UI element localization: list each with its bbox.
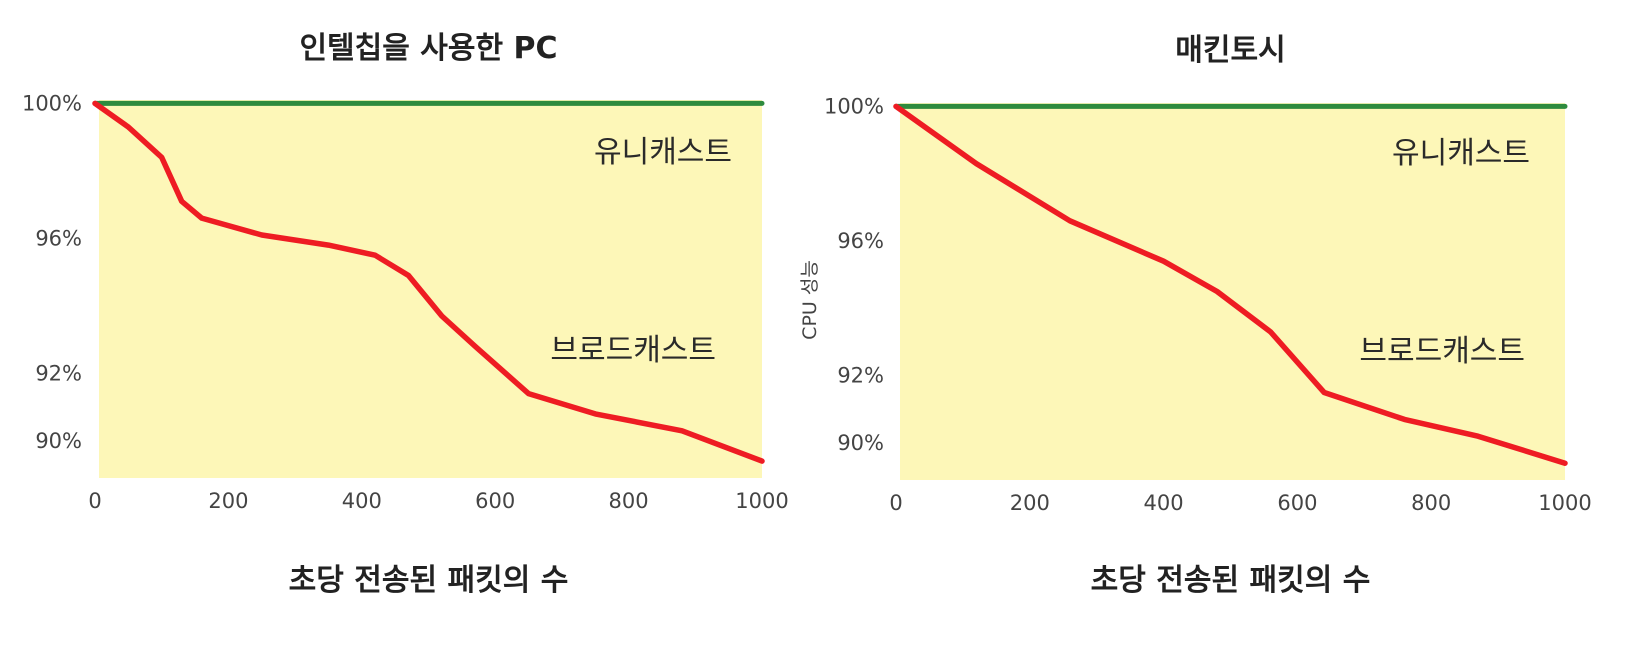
- x-tick-label: 200: [1010, 491, 1050, 515]
- plot-area: [900, 103, 1565, 480]
- series-label: 브로드캐스트: [1359, 334, 1525, 369]
- x-tick-label: 1000: [1538, 491, 1591, 515]
- x-tick-label: 0: [889, 491, 902, 515]
- x-axis-label: 초당 전송된 패킷의 수: [289, 563, 569, 598]
- series-label: 브로드캐스트: [550, 333, 716, 368]
- y-tick-label: 96%: [837, 229, 884, 253]
- x-tick-label: 400: [342, 489, 382, 513]
- y-tick-label: 100%: [22, 91, 82, 115]
- chart-title: 매킨토시: [1175, 33, 1285, 68]
- x-tick-label: 600: [1277, 491, 1317, 515]
- y-axis-label: CPU 성능: [799, 260, 821, 340]
- x-tick-label: 600: [475, 489, 515, 513]
- x-tick-label: 200: [208, 489, 248, 513]
- y-tick-label: 90%: [837, 431, 884, 455]
- y-tick-label: 90%: [35, 429, 82, 453]
- x-tick-label: 800: [609, 489, 649, 513]
- x-tick-label: 800: [1411, 491, 1451, 515]
- x-tick-label: 0: [88, 489, 101, 513]
- x-axis-label: 초당 전송된 패킷의 수: [1091, 563, 1371, 598]
- series-line-broadcast: [893, 103, 1568, 466]
- y-tick-label: 92%: [837, 364, 884, 388]
- x-tick-label: 400: [1144, 491, 1184, 515]
- series-line-broadcast: [92, 100, 765, 464]
- y-tick-label: 96%: [35, 226, 82, 250]
- y-tick-label: 100%: [824, 94, 884, 118]
- y-tick-label: 92%: [35, 361, 82, 385]
- chart-title: 인텔칩을 사용한 PC: [299, 31, 557, 66]
- series-label: 유니캐스트: [594, 135, 732, 170]
- chart-panel-1: 인텔칩을 사용한 PC 초당 전송된 패킷의 수 0 200 400 600 800 1000…: [22, 31, 789, 598]
- plot-area: [99, 100, 762, 478]
- x-tick-label: 1000: [735, 489, 788, 513]
- series-label: 유니캐스트: [1392, 136, 1530, 171]
